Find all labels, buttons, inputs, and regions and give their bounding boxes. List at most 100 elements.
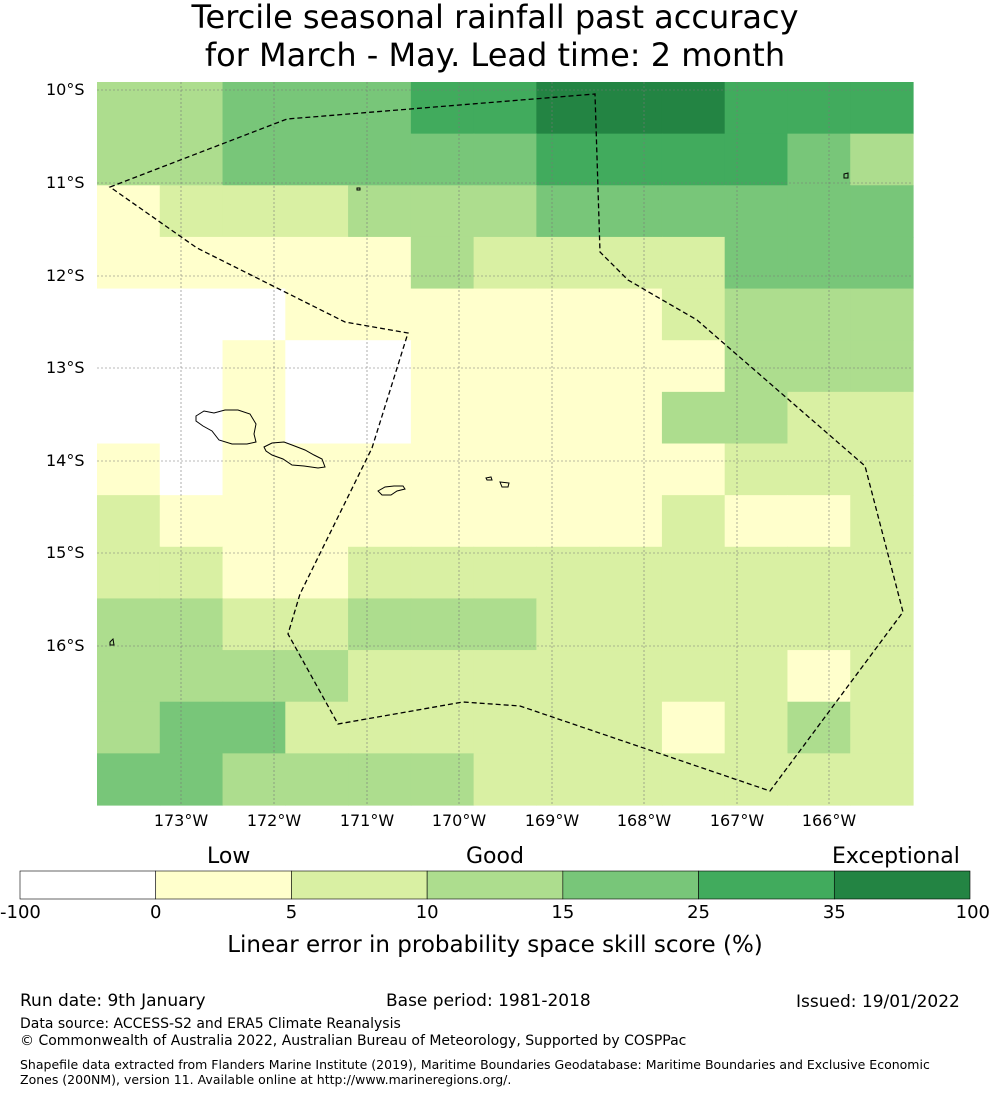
run-date: Run date: 9th January [20, 991, 206, 1011]
graticule [97, 82, 913, 805]
grid-cell [97, 495, 161, 548]
grid-cell [410, 288, 475, 341]
grid-cell [222, 650, 286, 703]
latitude-label: 10°S [46, 80, 85, 99]
grid-cell [473, 546, 537, 600]
grid-cell [850, 753, 914, 806]
grid-cell [222, 546, 286, 600]
grid-cell [473, 391, 537, 445]
grid-cell [159, 598, 224, 651]
legend-word-exceptional: Exceptional [832, 844, 960, 869]
savaii-island [263, 441, 326, 469]
grid-cell [473, 133, 537, 186]
grid-cell [661, 701, 726, 754]
grid-cell [536, 495, 600, 548]
grid-cell [599, 288, 663, 341]
grid-cell [285, 443, 349, 496]
grid-cell [159, 133, 224, 186]
legend-swatch [426, 870, 564, 900]
grid-cell [536, 133, 600, 186]
grid-cell [285, 495, 349, 548]
grid-cell [536, 391, 600, 445]
coastlines [109, 172, 849, 646]
grid-cell [661, 236, 726, 290]
grid-cell [724, 288, 789, 341]
grid-cell [285, 185, 349, 238]
grid-cell [473, 288, 537, 341]
grid-cell [661, 288, 726, 341]
rose-atoll [843, 172, 849, 179]
grid-cell [661, 185, 726, 238]
grid-cell [222, 340, 286, 393]
grid-cell [410, 701, 475, 754]
upolu-island [195, 409, 257, 445]
grid-cell [410, 340, 475, 393]
grid-cell [599, 598, 663, 651]
grid-cell [348, 701, 412, 754]
grid-cell [850, 185, 914, 238]
grid-cell [222, 495, 286, 548]
grid-cell [787, 495, 851, 548]
grid-cell [222, 82, 286, 135]
grid-cell [159, 443, 224, 496]
grid-cell [724, 236, 789, 290]
legend-tick-label: 5 [285, 902, 298, 923]
grid-cell [97, 598, 161, 651]
grid-cell [159, 650, 224, 703]
grid-cell [348, 236, 412, 290]
grid-cell [787, 340, 851, 393]
grid-cell [599, 495, 663, 548]
grid-cell [348, 650, 412, 703]
grid-cell [536, 753, 600, 806]
grid-cell [473, 340, 537, 393]
grid-cell [536, 288, 600, 341]
legend-swatch [698, 870, 835, 900]
grid-cell [850, 546, 914, 600]
grid-cell [348, 185, 412, 238]
grid-cell [787, 701, 851, 754]
grid-cell [473, 443, 537, 496]
grid-cell [285, 133, 349, 186]
longitude-label: 168°W [616, 811, 672, 830]
grid-cell [661, 753, 726, 806]
grid-cell [661, 546, 726, 600]
grid-cell [410, 650, 475, 703]
grid-cell [159, 753, 224, 806]
grid-cell [473, 185, 537, 238]
grid-cell [599, 701, 663, 754]
grid-cell [724, 133, 789, 186]
legend-word-low: Low [207, 844, 251, 869]
grid-cell [661, 443, 726, 496]
grid-cell [661, 340, 726, 393]
grid-cell [348, 443, 412, 496]
map-title-line-2: for March - May. Lead time: 2 month [204, 36, 786, 74]
grid-cell [850, 82, 914, 135]
grid-cell [97, 546, 161, 600]
grid-cell [724, 391, 789, 445]
base-period: Base period: 1981-2018 [386, 991, 591, 1011]
skill-grid [97, 82, 914, 806]
legend-swatch [833, 870, 971, 900]
legend-word-good: Good [466, 844, 524, 869]
legend-tick-label: 100 [955, 902, 990, 923]
latitude-label: 15°S [46, 543, 85, 562]
grid-cell [285, 391, 349, 445]
grid-cell [97, 391, 161, 445]
grid-cell [159, 391, 224, 445]
grid-cell [850, 701, 914, 754]
grid-cell [285, 650, 349, 703]
grid-cell [661, 598, 726, 651]
grid-cell [97, 82, 161, 135]
grid-cell [348, 133, 412, 186]
legend-swatch [562, 870, 699, 900]
grid-cell [97, 753, 161, 806]
grid-cell [473, 236, 537, 290]
latitude-label: 12°S [46, 266, 85, 285]
grid-cell [97, 185, 161, 238]
grid-cell [222, 443, 286, 496]
grid-cell [787, 133, 851, 186]
grid-cell [159, 288, 224, 341]
grid-cell [850, 288, 914, 341]
grid-cell [599, 546, 663, 600]
legend-swatch [291, 870, 428, 900]
